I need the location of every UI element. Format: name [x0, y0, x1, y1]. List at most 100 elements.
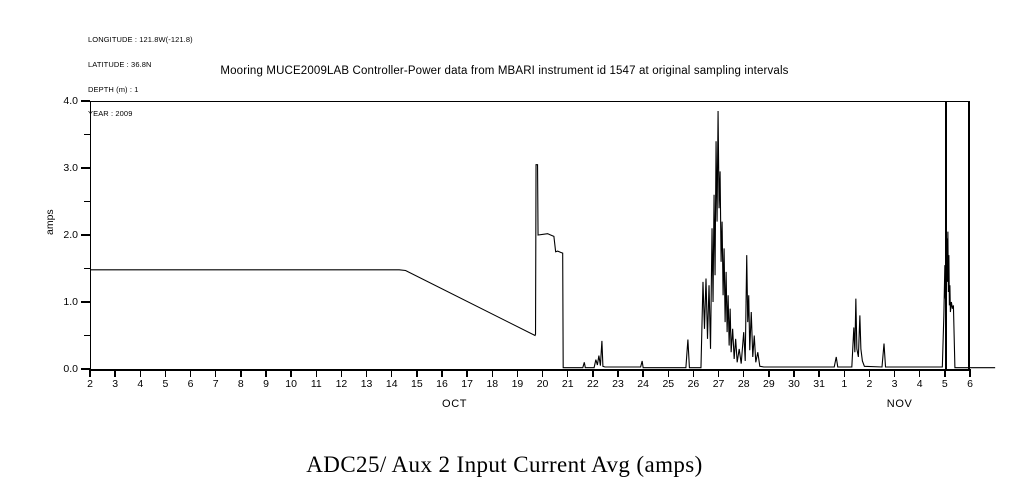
- chart-caption: ADC25/ Aux 2 Input Current Avg (amps): [306, 452, 703, 477]
- y-tick-minor: [84, 267, 90, 270]
- x-tick: [139, 369, 141, 377]
- x-tick: [667, 369, 669, 377]
- x-tick: [793, 369, 795, 377]
- x-tick: [843, 369, 845, 377]
- x-tick: [290, 369, 292, 377]
- x-tick-label: 8: [237, 378, 244, 390]
- x-tick: [391, 369, 393, 377]
- plot-frame: [90, 101, 970, 369]
- x-tick-label: 6: [187, 378, 194, 390]
- y-tick-minor: [84, 200, 90, 203]
- x-tick: [466, 369, 468, 377]
- x-tick: [340, 369, 343, 377]
- x-tick-label: 24: [637, 378, 649, 390]
- x-tick: [642, 369, 644, 377]
- x-tick-label: 10: [285, 378, 297, 390]
- x-tick-label: 4: [137, 378, 144, 390]
- chart-title: Mooring MUCE2009LAB Controller-Power dat…: [220, 65, 789, 77]
- x-axis-month-label: NOV: [886, 398, 913, 410]
- x-tick-label: 21: [561, 378, 574, 390]
- y-tick-major: [81, 167, 90, 169]
- x-axis-month-label: OCT: [442, 398, 468, 410]
- x-tick-label: 18: [486, 378, 499, 390]
- data-trace-line: [90, 111, 996, 369]
- x-tick: [617, 369, 619, 377]
- x-tick: [768, 369, 770, 377]
- x-tick-label: 19: [511, 378, 524, 390]
- x-tick-label: 4: [916, 378, 923, 390]
- x-tick-label: 12: [335, 378, 348, 390]
- x-tick-label: 17: [461, 378, 473, 390]
- x-tick: [592, 369, 594, 377]
- metadata-longitude: LONGITUDE : 121.8W(-121.8): [88, 35, 193, 45]
- x-tick-label: 5: [941, 378, 948, 390]
- metadata-latitude: LATITUDE : 36.8N: [88, 60, 152, 69]
- y-tick-major: [81, 234, 90, 236]
- x-tick-label: 26: [687, 378, 700, 390]
- x-tick-label: 23: [612, 378, 624, 390]
- plot-divider-line: [945, 101, 947, 369]
- x-tick-label: 15: [411, 378, 423, 390]
- x-tick-label: 9: [263, 378, 269, 390]
- x-tick: [215, 369, 217, 377]
- x-tick-label: 14: [385, 378, 398, 390]
- x-tick-label: 25: [662, 378, 675, 390]
- x-tick: [265, 369, 267, 377]
- x-tick-label: 3: [891, 378, 898, 390]
- x-tick-label: 2: [87, 378, 93, 390]
- y-axis-title: amps: [44, 209, 56, 235]
- y-tick-label: 0.0: [63, 363, 78, 375]
- x-tick-label: 7: [212, 378, 219, 390]
- right-axis-line: [968, 101, 970, 369]
- x-tick: [944, 369, 946, 377]
- x-tick-label: 22: [587, 378, 599, 390]
- x-tick: [541, 369, 544, 377]
- y-tick-label: 2.0: [63, 229, 78, 241]
- x-tick-label: 1: [841, 378, 848, 390]
- metadata-block: LONGITUDE : 121.8W(-121.8) LATITUDE : 36…: [88, 20, 193, 127]
- x-tick-label: 27: [712, 378, 725, 390]
- x-tick: [416, 369, 418, 377]
- y-tick-minor: [84, 133, 90, 136]
- data-trace-svg: [90, 111, 996, 369]
- y-tick-label: 3.0: [63, 162, 78, 174]
- metadata-depth: DEPTH (m) : 1: [88, 84, 139, 94]
- x-tick-label: 5: [162, 378, 169, 390]
- x-tick: [717, 369, 720, 377]
- x-tick-label: 16: [436, 378, 448, 390]
- y-tick-major: [81, 368, 90, 370]
- x-tick: [818, 369, 820, 377]
- x-tick: [441, 369, 443, 377]
- x-tick-label: 30: [788, 378, 800, 390]
- x-tick: [164, 369, 167, 377]
- x-tick-label: 13: [360, 378, 373, 390]
- y-tick-major: [81, 100, 90, 102]
- x-tick-label: 3: [112, 378, 119, 390]
- x-tick: [567, 369, 569, 377]
- x-tick-label: 6: [967, 378, 973, 390]
- x-tick: [365, 369, 368, 377]
- metadata-year: YEAR : 2009: [88, 109, 133, 119]
- x-tick: [516, 369, 519, 377]
- x-tick-label: 29: [763, 378, 775, 390]
- x-tick: [491, 369, 493, 377]
- x-tick: [743, 369, 745, 377]
- x-tick: [893, 369, 896, 377]
- x-tick-label: 11: [310, 378, 322, 390]
- x-tick: [240, 369, 242, 377]
- plot-area: 0.0 1.0 2.0 3.0 4.0 2 3 4 5 6 7 8 9 10 11 12 13 14 15 16 17…: [63, 95, 996, 410]
- y-tick-label: 1.0: [63, 296, 78, 308]
- x-tick: [969, 369, 971, 377]
- x-tick: [89, 369, 91, 377]
- x-tick-label: 2: [866, 378, 873, 390]
- x-tick: [315, 369, 317, 377]
- x-axis-line: [90, 369, 970, 371]
- x-tick: [114, 369, 116, 377]
- x-tick-label: 20: [536, 378, 549, 390]
- y-tick-major: [81, 301, 90, 303]
- x-tick: [189, 369, 192, 377]
- x-tick: [919, 369, 921, 377]
- y-tick-label: 4.0: [63, 95, 78, 107]
- x-tick-label: 28: [737, 378, 750, 390]
- x-tick: [692, 369, 695, 377]
